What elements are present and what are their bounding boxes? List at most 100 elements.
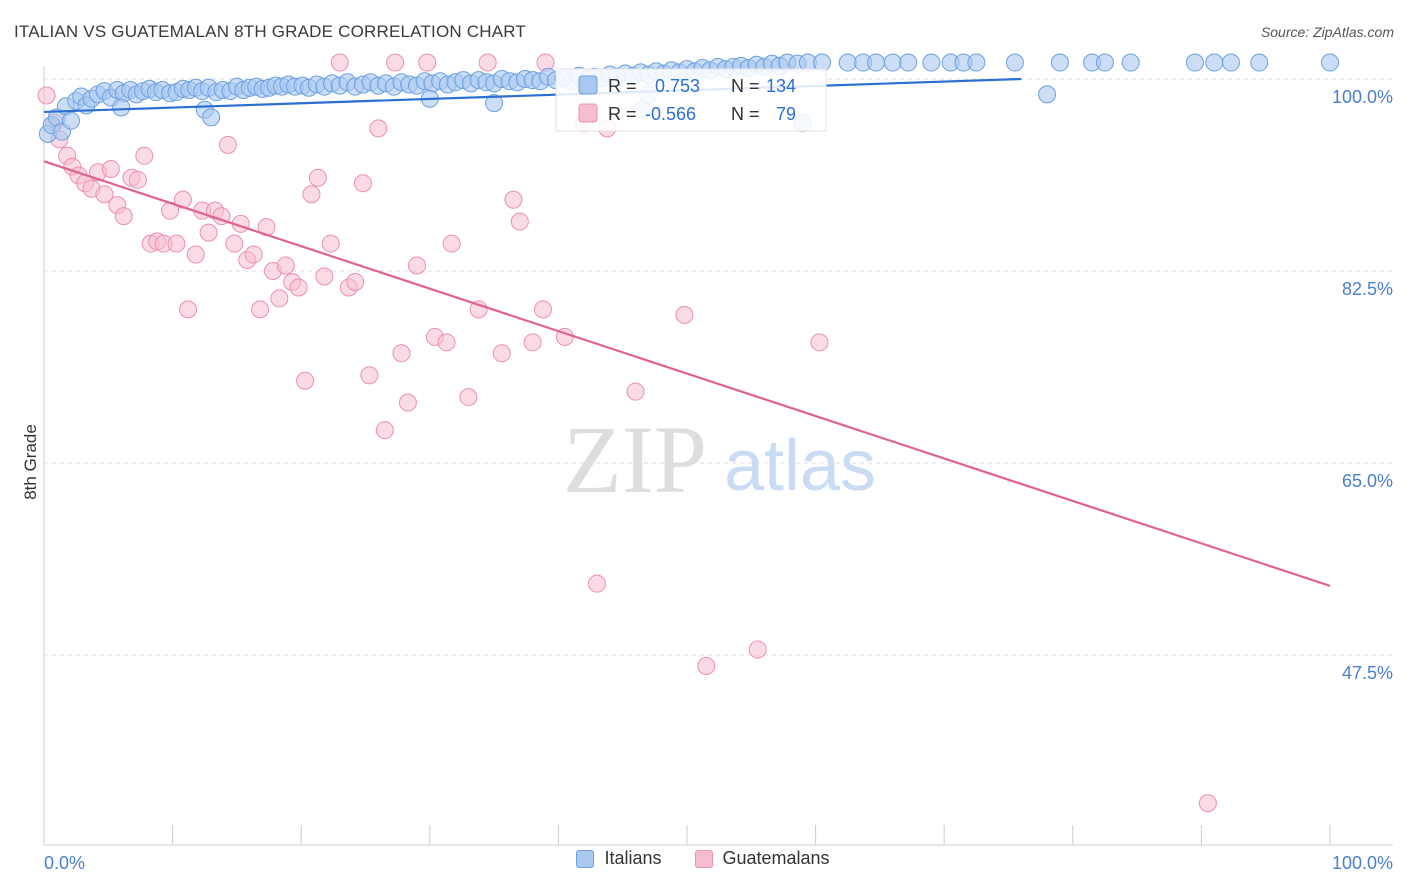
y-tick-label: 65.0% bbox=[1342, 471, 1393, 491]
italians-trend-line bbox=[43, 77, 1022, 114]
guatemalans-point bbox=[533, 300, 552, 319]
italians-point bbox=[1095, 53, 1114, 72]
guatemalans-point bbox=[330, 53, 349, 72]
guatemalans-point bbox=[101, 159, 120, 178]
axes bbox=[43, 66, 1393, 846]
guatemalans-point bbox=[37, 86, 56, 105]
guatemalans-trend-line bbox=[43, 160, 1331, 587]
stats-legend-box bbox=[555, 68, 827, 132]
guatemalans-point bbox=[748, 640, 767, 659]
legend-item-guatemalans[interactable]: Guatemalans bbox=[694, 848, 830, 869]
guatemalans-point bbox=[95, 185, 114, 204]
guatemalans-point bbox=[296, 371, 315, 390]
guatemalans-point bbox=[398, 393, 417, 412]
guatemalans-point bbox=[346, 272, 365, 291]
guatemalans-point bbox=[302, 185, 321, 204]
series-legend: Italians Guatemalans bbox=[0, 848, 1406, 873]
watermark: ZIP atlas bbox=[563, 406, 876, 513]
guatemalans-point bbox=[289, 278, 308, 297]
guatemalans-point bbox=[308, 168, 327, 187]
guatemalans-r-label: R = bbox=[608, 104, 637, 124]
italians-point bbox=[813, 53, 832, 72]
guatemalans-n-value: 79 bbox=[776, 104, 796, 124]
italians-point bbox=[62, 111, 81, 130]
italians-point bbox=[202, 108, 221, 127]
guatemalans-point bbox=[510, 212, 529, 231]
italians-point bbox=[1221, 53, 1240, 72]
italians-r-value: 0.753 bbox=[655, 76, 700, 96]
grid-lines bbox=[44, 78, 1393, 656]
guatemalans-point bbox=[418, 53, 437, 72]
guatemalans-r-value: -0.566 bbox=[645, 104, 696, 124]
legend-item-italians[interactable]: Italians bbox=[576, 848, 661, 869]
guatemalans-point bbox=[1198, 794, 1217, 813]
watermark-zip: ZIP bbox=[563, 406, 707, 513]
guatemalans-point bbox=[459, 388, 478, 407]
italians-point bbox=[112, 98, 131, 117]
guatemalans-point bbox=[114, 207, 133, 226]
italians-points bbox=[38, 53, 1339, 143]
y-tick-label: 100.0% bbox=[1332, 87, 1393, 107]
y-tick-label: 47.5% bbox=[1342, 663, 1393, 683]
guatemalans-swatch bbox=[578, 103, 598, 123]
guatemalans-point bbox=[492, 344, 511, 363]
guatemalans-point bbox=[179, 300, 198, 319]
guatemalans-point bbox=[321, 234, 340, 253]
italians-point bbox=[1321, 53, 1339, 72]
italians-point bbox=[1121, 53, 1140, 72]
legend-swatch-italians bbox=[576, 849, 595, 868]
guatemalans-point bbox=[675, 305, 694, 324]
guatemalans-point bbox=[375, 421, 394, 440]
legend-label-italians: Italians bbox=[604, 848, 662, 868]
guatemalans-point bbox=[128, 170, 147, 189]
x-tick-label-max: 100.0% bbox=[1332, 853, 1393, 873]
guatemalans-point bbox=[218, 135, 237, 154]
guatemalans-point bbox=[360, 366, 379, 385]
watermark-atlas: atlas bbox=[724, 426, 876, 506]
italians-n-value: 134 bbox=[766, 76, 796, 96]
guatemalans-point bbox=[442, 234, 461, 253]
guatemalans-point bbox=[626, 382, 645, 401]
guatemalans-point bbox=[369, 119, 388, 138]
guatemalans-point bbox=[523, 333, 542, 352]
guatemalans-point bbox=[504, 190, 523, 209]
italians-point bbox=[838, 53, 857, 72]
italians-point bbox=[1185, 53, 1204, 72]
x-tick-label-min: 0.0% bbox=[44, 853, 85, 873]
guatemalans-point bbox=[251, 300, 270, 319]
guatemalans-point bbox=[587, 574, 606, 593]
italians-r-label: R = bbox=[608, 76, 637, 96]
guatemalans-point bbox=[167, 234, 186, 253]
guatemalans-point bbox=[478, 53, 497, 72]
guatemalans-point bbox=[276, 256, 295, 275]
guatemalans-point bbox=[315, 267, 334, 286]
italians-swatch bbox=[578, 75, 598, 95]
italians-point bbox=[1250, 53, 1269, 72]
legend-label-guatemalans: Guatemalans bbox=[722, 848, 830, 868]
guatemalans-point bbox=[392, 344, 411, 363]
italians-point bbox=[899, 53, 918, 72]
guatemalans-point bbox=[244, 245, 263, 264]
legend-swatch-guatemalans bbox=[694, 849, 713, 868]
italians-point bbox=[967, 53, 986, 72]
trend-lines bbox=[43, 77, 1331, 587]
source-label: Source: ZipAtlas.com bbox=[1260, 24, 1394, 40]
guatemalans-point bbox=[386, 53, 405, 72]
italians-point bbox=[1038, 85, 1057, 104]
guatemalans-point bbox=[225, 234, 244, 253]
y-axis-label: 8th Grade bbox=[21, 424, 40, 500]
italians-point bbox=[922, 53, 941, 72]
italians-point bbox=[883, 53, 902, 72]
guatemalans-point bbox=[135, 146, 154, 165]
guatemalans-point bbox=[270, 289, 289, 308]
y-tick-labels: 100.0% 82.5% 65.0% 47.5% bbox=[1332, 87, 1393, 683]
italians-point bbox=[1005, 53, 1024, 72]
italians-point bbox=[1205, 53, 1224, 72]
guatemalans-n-label: N = bbox=[731, 104, 760, 124]
italians-point bbox=[867, 53, 886, 72]
italians-point bbox=[1050, 53, 1069, 72]
y-tick-label: 82.5% bbox=[1342, 279, 1393, 299]
guatemalans-point bbox=[407, 256, 426, 275]
italians-point bbox=[485, 94, 504, 113]
